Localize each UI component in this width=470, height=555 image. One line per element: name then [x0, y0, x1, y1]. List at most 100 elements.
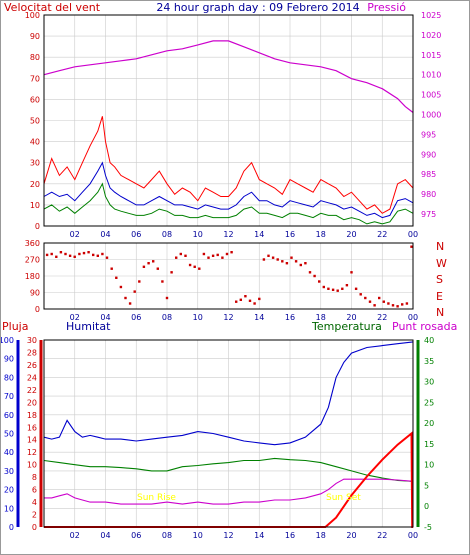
- direction-point: [308, 271, 312, 274]
- direction-x-tick-label: 08: [162, 313, 172, 322]
- direction-point: [373, 304, 376, 307]
- temperature-y-tick-label: 15: [424, 440, 434, 449]
- direction-point: [105, 256, 109, 259]
- humidity-y-tick-label: 0: [32, 523, 37, 532]
- direction-point: [230, 251, 233, 254]
- humidity-y-tick-label: 22: [27, 386, 37, 395]
- temperature-y-tick-label: 10: [424, 461, 434, 470]
- wind-x-tick-label: 12: [223, 230, 233, 239]
- direction-x-tick-label: 14: [254, 313, 264, 322]
- rain-y-tick-label: 30: [4, 467, 14, 476]
- humidity-plot-frame: [43, 339, 414, 528]
- humidity-y-tick-label: 26: [27, 361, 37, 370]
- direction-point: [207, 256, 210, 259]
- humidity-x-tick-label: 04: [100, 531, 110, 540]
- wind-low-line: [43, 182, 414, 225]
- wind-x-tick-label: 02: [70, 230, 80, 239]
- direction-point: [179, 252, 182, 256]
- wind-x-tick-label: 08: [162, 230, 172, 239]
- direction-point: [350, 271, 353, 274]
- direction-point: [322, 285, 325, 289]
- direction-point: [271, 256, 275, 259]
- humidity-y-tick-label: 28: [27, 348, 37, 357]
- humidity-y-tick-label: 2: [32, 511, 37, 520]
- direction-x-tick-label: 20: [346, 313, 356, 322]
- direction-point: [119, 285, 123, 289]
- wind-y-tick-label: 70: [30, 74, 40, 83]
- direction-point: [327, 287, 330, 290]
- pressure-y-tick-label: 1020: [421, 31, 441, 40]
- wind-x-tick-label: 04: [100, 230, 110, 239]
- humidity-x-tick-label: 22: [377, 531, 387, 540]
- direction-point: [368, 300, 372, 303]
- direction-point: [262, 258, 266, 261]
- direction-point: [290, 256, 293, 259]
- humidity-y-tick-label: 30: [27, 336, 37, 345]
- direction-x-tick-label: 02: [70, 313, 80, 322]
- direction-point: [225, 252, 229, 256]
- humidity-y-tick-label: 24: [27, 373, 37, 382]
- humidity-y-tick-label: 20: [27, 398, 37, 407]
- humidity-x-tick-label: 02: [70, 531, 80, 540]
- direction-y-tick-label: 270: [25, 256, 40, 265]
- rain-y-tick-label: 90: [4, 355, 14, 364]
- rain-y-tick-label: 0: [9, 523, 14, 532]
- wind-y-tick-label: 40: [30, 138, 40, 147]
- humidity-y-tick-label: 10: [27, 461, 37, 470]
- direction-label-s: S: [436, 273, 443, 286]
- direction-point: [359, 293, 362, 296]
- sun-set-label: Sun Set: [326, 493, 361, 503]
- graph-title: 24 hour graph day : 09 Febrero 2014: [156, 1, 359, 14]
- direction-point: [124, 296, 127, 300]
- direction-point: [248, 299, 252, 302]
- pressure-y-tick-label: 985: [421, 170, 436, 179]
- direction-point: [101, 252, 104, 256]
- direction-point: [396, 305, 399, 308]
- humidity-x-tick-label: 18: [316, 531, 326, 540]
- direction-point: [235, 300, 238, 303]
- direction-point: [59, 251, 63, 254]
- direction-point: [364, 296, 367, 300]
- humidity-x-tick-label: 12: [223, 531, 233, 540]
- humidity-x-tick-label: 06: [131, 531, 141, 540]
- wind-y-tick-label: 100: [25, 11, 40, 20]
- direction-point: [50, 252, 53, 256]
- direction-point: [133, 290, 136, 293]
- humidity-y-tick-label: 16: [27, 423, 37, 432]
- direction-point: [110, 267, 113, 270]
- humidity-line: [43, 341, 414, 446]
- dewpoint-header: Punt rosada: [392, 320, 457, 333]
- rain-y-tick-label: 20: [4, 486, 14, 495]
- direction-point: [161, 280, 164, 283]
- direction-y-tick-label: 90: [30, 289, 40, 298]
- direction-point: [156, 267, 159, 270]
- direction-point: [331, 288, 335, 291]
- direction-point: [115, 276, 118, 279]
- direction-plot-frame: [43, 242, 414, 310]
- wind-y-tick-label: 80: [30, 53, 40, 62]
- direction-point: [281, 260, 284, 263]
- direction-y-tick-label: 360: [25, 239, 40, 248]
- pressure-y-tick-label: 1010: [421, 71, 441, 80]
- direction-x-tick-label: 22: [377, 313, 387, 322]
- direction-point: [170, 271, 173, 274]
- direction-point: [45, 253, 49, 257]
- pressure-y-tick-label: 1015: [421, 51, 441, 60]
- direction-point: [304, 262, 307, 265]
- direction-point: [55, 255, 58, 258]
- direction-point: [318, 280, 321, 283]
- rain-y-tick-label: 70: [4, 392, 14, 401]
- wind-avg-line: [43, 161, 414, 219]
- wind-y-tick-label: 30: [30, 159, 40, 168]
- wind-y-tick-label: 0: [35, 222, 40, 231]
- pressure-y-tick-label: 995: [421, 130, 436, 139]
- rain-y-tick-label: 100: [0, 336, 14, 345]
- direction-label-n-top: N: [436, 240, 444, 253]
- rain-y-tick-label: 80: [4, 373, 14, 382]
- wind-x-tick-label: 00: [408, 230, 418, 239]
- pressure-y-tick-label: 990: [421, 150, 436, 159]
- direction-point: [73, 255, 76, 258]
- direction-point: [82, 251, 86, 255]
- direction-point: [285, 262, 289, 265]
- wind-y-tick-label: 10: [30, 201, 40, 210]
